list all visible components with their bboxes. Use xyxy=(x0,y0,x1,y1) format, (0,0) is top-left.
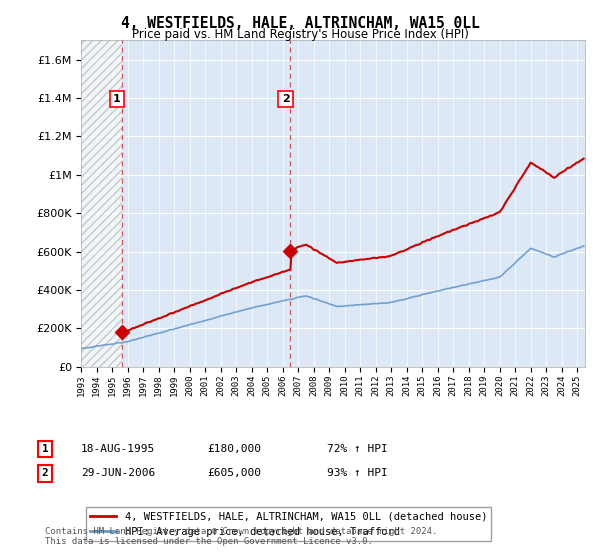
Text: 72% ↑ HPI: 72% ↑ HPI xyxy=(327,444,388,454)
Text: 1: 1 xyxy=(41,444,49,454)
Text: 2: 2 xyxy=(41,468,49,478)
Text: 93% ↑ HPI: 93% ↑ HPI xyxy=(327,468,388,478)
Text: 2: 2 xyxy=(282,94,290,104)
Text: 29-JUN-2006: 29-JUN-2006 xyxy=(81,468,155,478)
Text: Contains HM Land Registry data © Crown copyright and database right 2024.
This d: Contains HM Land Registry data © Crown c… xyxy=(45,526,437,546)
Text: £180,000: £180,000 xyxy=(207,444,261,454)
Bar xyxy=(81,40,122,367)
Text: Price paid vs. HM Land Registry's House Price Index (HPI): Price paid vs. HM Land Registry's House … xyxy=(131,28,469,41)
Text: 1: 1 xyxy=(113,94,121,104)
Text: 4, WESTFIELDS, HALE, ALTRINCHAM, WA15 0LL: 4, WESTFIELDS, HALE, ALTRINCHAM, WA15 0L… xyxy=(121,16,479,31)
Text: £605,000: £605,000 xyxy=(207,468,261,478)
Legend: 4, WESTFIELDS, HALE, ALTRINCHAM, WA15 0LL (detached house), HPI: Average price, : 4, WESTFIELDS, HALE, ALTRINCHAM, WA15 0L… xyxy=(86,507,491,541)
Text: 18-AUG-1995: 18-AUG-1995 xyxy=(81,444,155,454)
